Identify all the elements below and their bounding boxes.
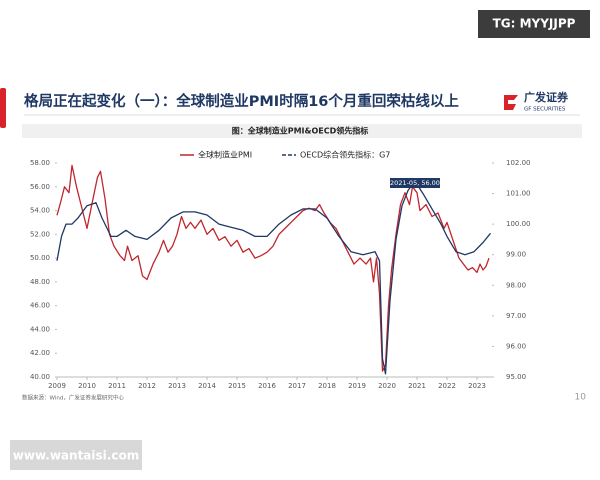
y-tick-label: 48.00	[30, 278, 50, 286]
x-tick-label: 2009	[48, 382, 66, 390]
y2-tick-label: 97.00	[506, 312, 526, 320]
chart-title: 图：全球制造业PMI&OECD领先指标	[232, 126, 369, 136]
y-tick-label: 50.00	[30, 254, 50, 262]
series-line	[56, 164, 490, 372]
annotation-box	[390, 178, 440, 188]
y-tick-label: 42.00	[30, 349, 50, 357]
accent-bar	[0, 88, 6, 128]
y2-tick-label: 99.00	[506, 251, 526, 259]
site-box	[10, 440, 142, 470]
x-tick-label: 2017	[288, 382, 306, 390]
series-line	[56, 183, 492, 375]
x-tick-label: 2012	[138, 382, 156, 390]
chart-title-band	[22, 124, 582, 138]
y-tick-label: 54.00	[30, 207, 50, 215]
y-tick-label: 56.00	[30, 183, 50, 191]
x-tick-label: 2014	[198, 382, 216, 390]
watermark: TG: MYYJJPP	[493, 17, 576, 31]
y-tick-label: 46.00	[30, 302, 50, 310]
y-tick-label: 58.00	[30, 159, 50, 167]
x-tick-label: 2022	[438, 382, 456, 390]
source: 数据来源：Wind，广发证券发展研究中心	[22, 394, 124, 402]
watermark-box	[478, 10, 590, 38]
y2-tick-label: 101.00	[506, 190, 531, 198]
x-tick-label: 2020	[378, 382, 396, 390]
y2-tick-label: 100.00	[506, 220, 531, 228]
y2-tick-label: 98.00	[506, 281, 526, 289]
legend-label: OECD综合领先指标：G7	[300, 150, 390, 160]
x-tick-label: 2016	[258, 382, 276, 390]
page-number: 10	[575, 393, 587, 403]
logo-mark	[504, 95, 518, 110]
logo-name: 广发证券	[524, 90, 569, 104]
x-tick-label: 2018	[318, 382, 336, 390]
y-tick-label: 40.00	[30, 373, 50, 381]
site: www.wantaisi.com	[13, 449, 139, 463]
x-tick-label: 2023	[468, 382, 486, 390]
y-tick-label: 44.00	[30, 325, 50, 333]
y2-tick-label: 102.00	[506, 159, 531, 167]
y2-tick-label: 96.00	[506, 342, 526, 350]
x-tick-label: 2011	[108, 382, 126, 390]
x-tick-label: 2019	[348, 382, 366, 390]
x-tick-label: 2021	[408, 382, 426, 390]
x-tick-label: 2015	[228, 382, 246, 390]
slide-title: 格局正在起变化（一）：全球制造业PMI时隔16个月重回荣枯线以上	[24, 92, 459, 110]
legend-label: 全球制造业PMI	[198, 150, 252, 160]
plot: 40.00 42.00 44.00 46.00 48.00 50.00 52.00 54.00…	[30, 150, 531, 391]
y2-tick-label: 95.00	[506, 373, 526, 381]
logo-sub: GF SECURITIES	[524, 107, 566, 113]
y-tick-label: 52.00	[30, 230, 50, 238]
x-tick-label: 2010	[78, 382, 96, 390]
x-tick-label: 2013	[168, 382, 186, 390]
annotation: 2021-05, 56.00	[390, 179, 440, 187]
